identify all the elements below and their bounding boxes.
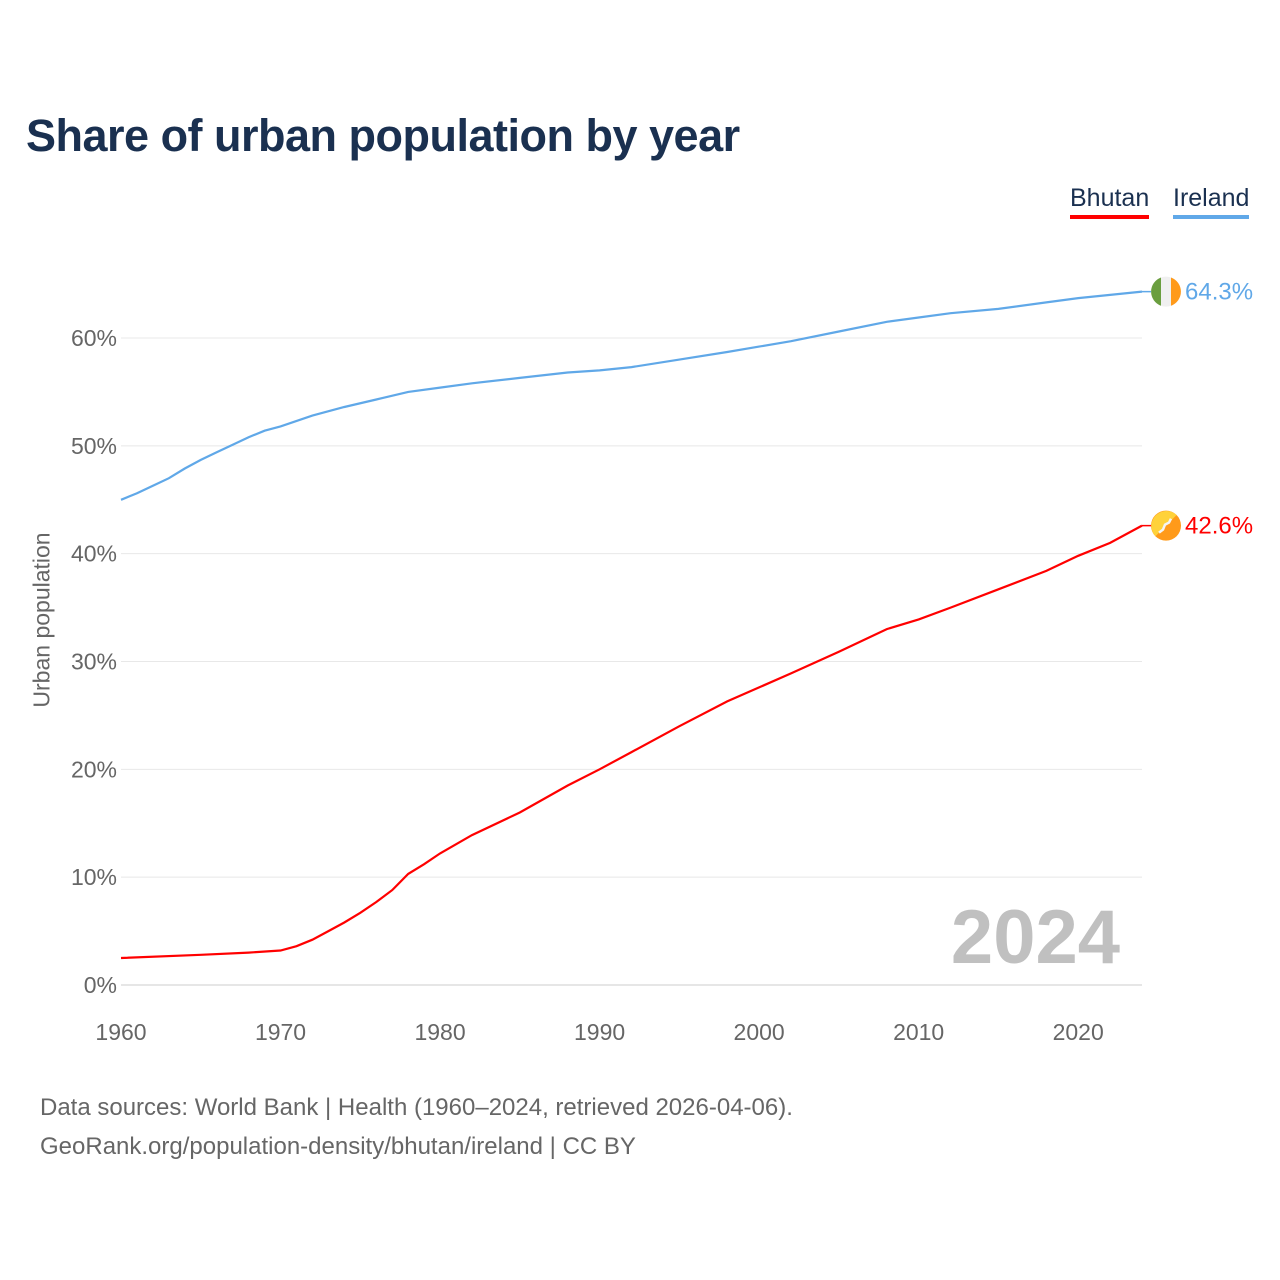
- end-value-label: 64.3%: [1185, 279, 1253, 306]
- source-line-2[interactable]: GeoRank.org/population-density/bhutan/ir…: [40, 1133, 636, 1160]
- x-tick-label: 1960: [95, 1019, 146, 1045]
- legend-ireland[interactable]: Ireland: [1173, 184, 1250, 219]
- series-line-ireland: [120, 290, 1143, 501]
- source-note: Data sources: World Bank | Health (1960–…: [40, 1088, 793, 1166]
- flag-green: [1151, 277, 1161, 306]
- y-tick-label: 20%: [71, 756, 117, 782]
- source-line-1: Data sources: World Bank | Health (1960–…: [40, 1094, 793, 1121]
- flag-dragon: [1158, 518, 1173, 534]
- y-tick-label: 30%: [71, 649, 117, 675]
- ireland-flag-icon: [1151, 276, 1181, 307]
- year-watermark: 2024: [951, 895, 1120, 980]
- chart-title: Share of urban population by year: [26, 110, 740, 161]
- y-tick-label: 50%: [71, 433, 117, 459]
- x-tick-label: 1990: [574, 1019, 625, 1045]
- x-tick-label: 1980: [414, 1019, 465, 1045]
- flag-orange: [1171, 277, 1181, 306]
- x-tick-label: 2000: [734, 1019, 785, 1045]
- y-tick-label: 10%: [71, 864, 117, 890]
- x-tick-label: 2020: [1053, 1019, 1104, 1045]
- x-tick-label: 2010: [893, 1019, 944, 1045]
- flag-yellow: [1151, 511, 1177, 537]
- y-tick-label: 40%: [71, 541, 117, 567]
- bhutan-flag-icon: [1151, 510, 1181, 541]
- series-line-bhutan: [120, 524, 1143, 960]
- y-tick-label: 0%: [84, 972, 117, 998]
- end-value-label: 42.6%: [1185, 513, 1253, 540]
- x-tick-label: 1970: [255, 1019, 306, 1045]
- legend-bhutan[interactable]: Bhutan: [1070, 184, 1150, 219]
- y-tick-label: 60%: [71, 325, 117, 351]
